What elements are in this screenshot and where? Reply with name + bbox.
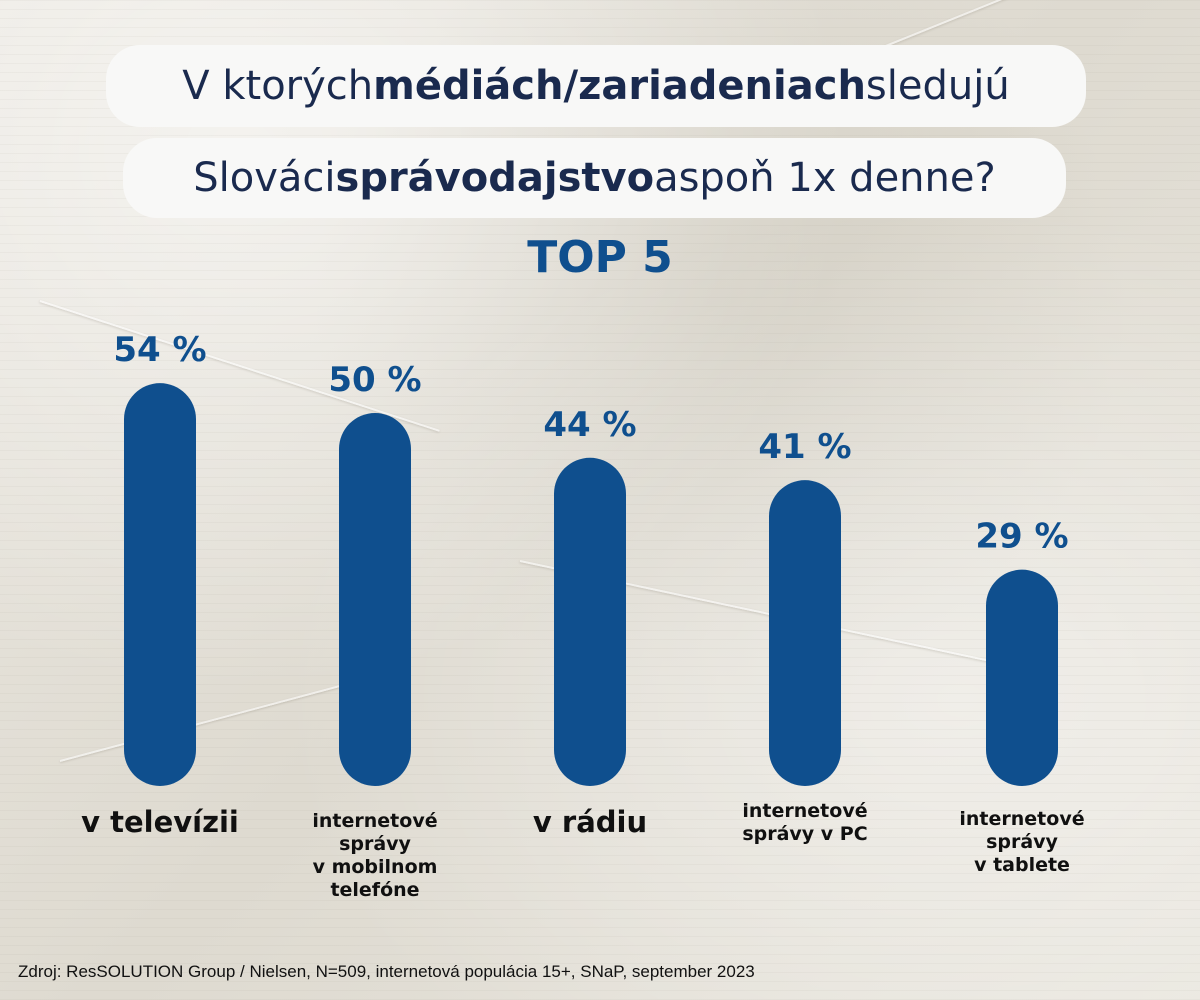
line2-segment: správodajstvo	[335, 155, 655, 201]
bar-value-label: 41 %	[758, 427, 851, 467]
title-line-2: Slováci správodajstvo aspoň 1x denne?	[123, 138, 1066, 218]
category-label: internetové správy v tablete	[922, 808, 1122, 877]
category-label-line: internetové	[959, 808, 1085, 830]
category-label-line: v televízii	[81, 805, 239, 839]
bar-1	[124, 383, 196, 786]
title-line-1: V ktorých médiách/zariadeniach sledujú	[106, 45, 1086, 127]
bar-2	[339, 413, 411, 786]
category-label-line: internetové	[312, 810, 438, 832]
bar-value-label: 44 %	[543, 405, 636, 445]
bar-3	[554, 457, 626, 786]
category-label-line: správy	[986, 831, 1058, 853]
category-label-line: v tablete	[974, 854, 1070, 876]
bar-4	[769, 480, 841, 786]
line1-segment: médiách/zariadeniach	[373, 63, 866, 109]
category-label: internetové správy v mobilnom telefóne	[275, 810, 475, 902]
line2-segment: aspoň 1x denne?	[654, 155, 996, 201]
bar-value-label: 50 %	[328, 360, 421, 400]
category-label: internetové správy v PC	[705, 800, 905, 846]
category-label: v televízii	[60, 805, 260, 839]
line2-segment: Slováci	[193, 155, 336, 201]
source-note: Zdroj: ResSOLUTION Group / Nielsen, N=50…	[18, 962, 755, 981]
category-label-line: internetové	[742, 800, 868, 822]
category-label-line: telefóne	[330, 879, 420, 901]
bar-value-label: 29 %	[975, 517, 1068, 557]
category-label-line: v mobilnom	[312, 856, 438, 878]
category-label-line: správy	[339, 833, 411, 855]
category-label-line: v rádiu	[532, 805, 648, 839]
chart-subtitle: TOP 5	[527, 232, 673, 283]
category-label-line: správy v PC	[742, 823, 868, 845]
category-label: v rádiu	[490, 805, 690, 839]
line1-segment: V ktorých	[182, 63, 374, 109]
bar-value-label: 54 %	[113, 330, 206, 370]
bar-5	[986, 569, 1058, 786]
line1-segment: sledujú	[865, 63, 1010, 109]
